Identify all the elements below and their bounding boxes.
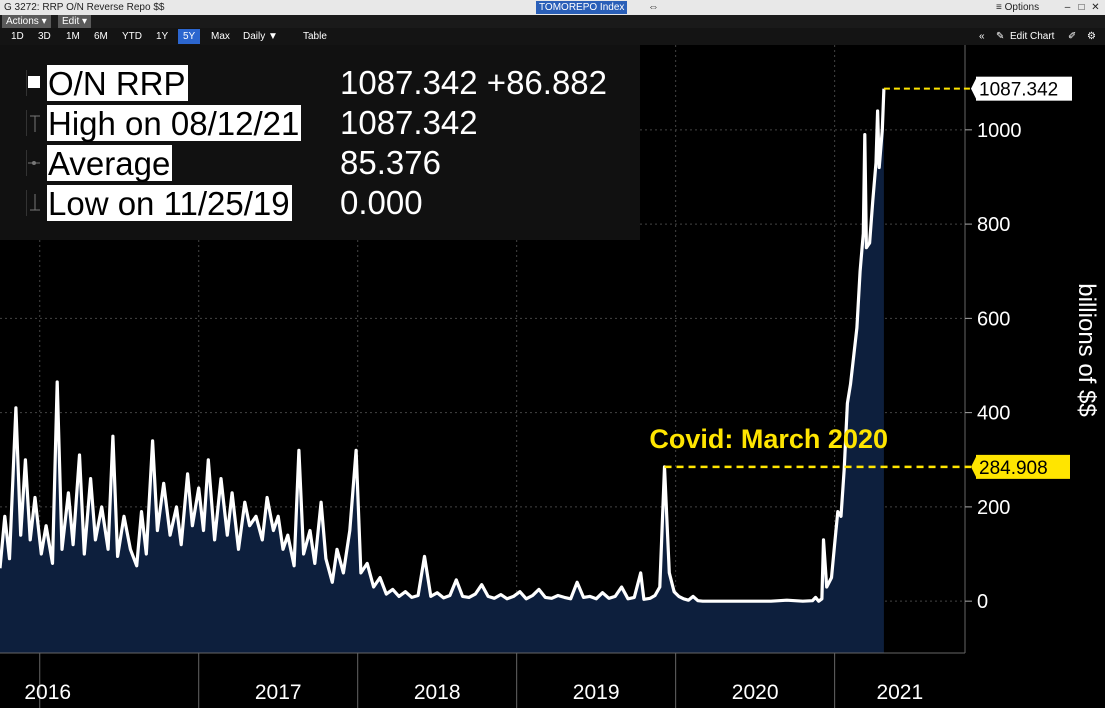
y-tick-label: 0 [977,591,988,613]
x-tick-label: 2018 [414,681,461,704]
menu-bar: Actions ▾ Edit ▾ [0,15,1105,28]
series-swatch-icon [26,70,40,96]
ticker-field[interactable]: TOMOREPO Index [536,1,628,14]
range-5y-button[interactable]: 5Y [178,29,201,44]
covid-value-pointer [971,454,977,479]
range-1m-button[interactable]: 1M [66,31,80,42]
legend-last-value: 1087.342 +86.882 [340,64,608,101]
actions-menu[interactable]: Actions ▾ [2,15,51,28]
frequency-dropdown[interactable]: Daily ▼ [243,31,278,42]
average-marker-icon [26,150,40,176]
series-line [0,88,886,603]
link-icon[interactable]: ⇔ [648,1,659,13]
high-marker-icon [26,110,40,136]
options-menu[interactable]: ≡ Options [996,2,1040,13]
range-ytd-button[interactable]: YTD [122,31,142,42]
legend-low-label: Low on 11/25/19 [47,185,292,222]
y-tick-label: 200 [977,497,1010,519]
covid-value-box [976,454,1070,479]
range-1y-button[interactable]: 1Y [156,31,169,42]
x-tick-label: 2021 [876,681,923,704]
close-icon[interactable]: ✕ [1091,2,1100,13]
y-axis: 0 200 400 600 800 1000 [965,120,1022,613]
edit-menu[interactable]: Edit ▾ [58,15,92,28]
legend-average-label: Average [47,145,173,182]
range-6m-button[interactable]: 6M [94,31,108,42]
last-value-label: 1087.342 [979,80,1058,101]
window-titlebar: G 3272: RRP O/N Reverse Repo $$ TOMOREPO… [0,0,1105,15]
y-tick-label: 800 [977,214,1010,236]
legend-high-label: High on 08/12/21 [47,105,302,142]
last-value-box [976,76,1072,101]
x-tick-label: 2016 [24,681,71,704]
legend-low-value: 0.000 [340,184,423,221]
pencil-icon[interactable]: ✎ [996,31,1005,42]
legend-series-name: O/N RRP [47,65,188,102]
x-tick-label: 2019 [573,681,620,704]
maximize-icon[interactable]: □ [1078,2,1085,13]
collapse-icon[interactable]: « [979,31,985,42]
y-tick-label: 600 [977,308,1010,330]
x-tick-label: 2020 [732,681,779,704]
range-3d-button[interactable]: 3D [38,31,51,42]
range-1d-button[interactable]: 1D [11,31,24,42]
y-axis-label: billions of $$ [1073,283,1100,416]
covid-value-label: 284.908 [979,458,1048,479]
gear-icon[interactable]: ⚙ [1087,31,1096,42]
x-tick-label: 2017 [255,681,302,704]
x-axis: 2016 2017 2018 2019 2020 2021 [24,653,923,708]
edit-settings-icon[interactable]: ✐ [1068,31,1077,42]
legend-average-value: 85.376 [340,144,441,181]
legend-high-value: 1087.342 [340,104,478,141]
y-tick-label: 1000 [977,120,1022,142]
covid-annotation: 284.908 Covid: March 2020 [649,424,1070,479]
window-title: G 3272: RRP O/N Reverse Repo $$ [4,2,165,13]
table-button[interactable]: Table [303,31,327,42]
y-tick-label: 400 [977,403,1010,425]
covid-annotation-text: Covid: March 2020 [649,424,888,454]
low-marker-icon [26,190,40,216]
range-max-button[interactable]: Max [211,31,230,42]
last-value-marker: 1087.342 [883,76,1072,101]
chart-toolbar: 1D 3D 1M 6M YTD 1Y 5Y Max Daily ▼ Table … [0,28,1105,45]
edit-chart-button[interactable]: Edit Chart [1010,31,1055,42]
minimize-icon[interactable]: – [1064,2,1071,13]
last-value-pointer [971,76,977,101]
